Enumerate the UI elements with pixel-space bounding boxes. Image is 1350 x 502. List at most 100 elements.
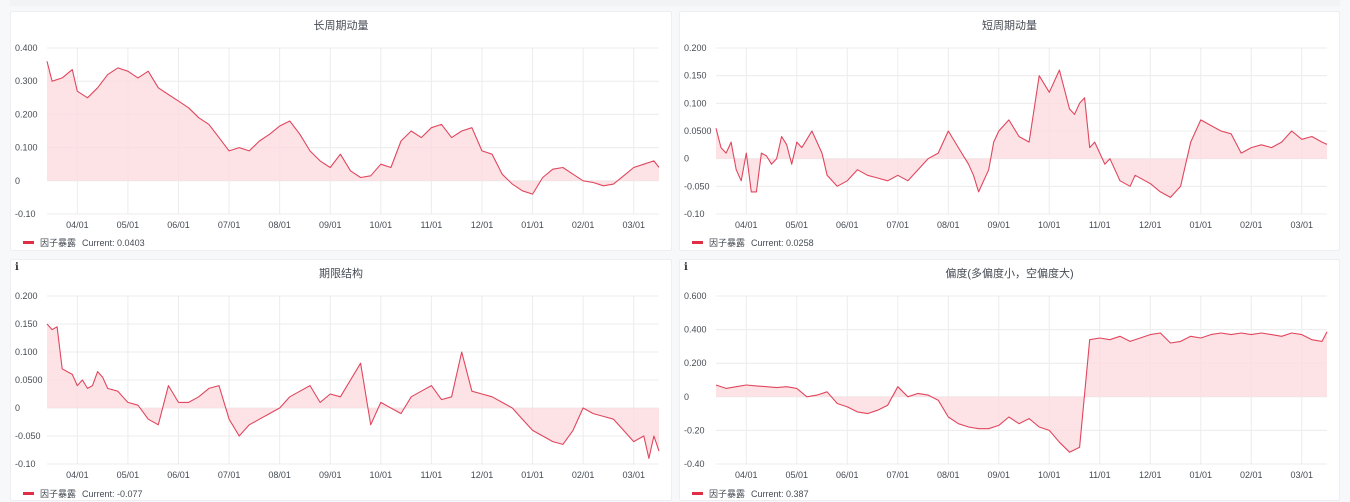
x-tick-label: 05/01 [117,470,140,480]
legend-swatch [692,492,703,495]
series-line [46,323,660,459]
x-tick-label: 12/01 [1139,220,1162,230]
x-tick-label: 11/01 [1089,470,1111,480]
x-tick-label: 09/01 [988,220,1011,230]
legend-current-prefix: Current: [751,237,784,248]
legend-current-prefix: Current: [82,488,115,499]
x-tick-label: 06/01 [167,220,190,230]
legend-label: 因子暴露 [709,238,746,248]
x-tick-label: 07/01 [887,470,910,480]
y-tick-label: 0.200 [684,43,707,53]
legend-current-prefix: Current: [82,237,115,248]
panel-title: 长周期动量 [313,20,369,32]
legend[interactable]: 因子暴露 Current: -0.077 [23,487,143,500]
y-tick-label: 0.600 [684,291,707,301]
x-tick-label: 03/01 [622,470,645,480]
dashboard-top-strip [10,0,1340,6]
x-tick-label: 07/01 [218,470,241,480]
y-tick-label: 0.200 [684,358,707,368]
x-tick-label: 10/01 [1038,220,1061,230]
x-tick-label: 07/01 [887,220,910,230]
legend[interactable]: 因子暴露 Current: 0.387 [692,487,809,500]
info-icon[interactable]: i [684,262,688,273]
legend-swatch [23,492,34,495]
x-tick-label: 05/01 [786,470,809,480]
chart-svg: -0.40 -0.20 0 0.200 0.400 0.600 04/01 05/01 06/0… [684,291,1328,480]
x-tick-label: 08/01 [268,470,291,480]
legend-label: 因子暴露 [40,489,77,499]
x-tick-label: 01/01 [1189,470,1212,480]
grid: -0.40 -0.20 0 0.200 0.400 0.600 04/01 05/01 06/0… [684,291,1327,480]
x-tick-label: 05/01 [117,220,140,230]
info-icon[interactable]: i [15,262,19,273]
x-tick-label: 04/01 [66,470,89,480]
x-tick-label: 08/01 [937,220,960,230]
y-tick-label: -0.050 [684,181,710,191]
y-tick-label: 0 [15,403,20,413]
legend-swatch [23,241,34,244]
y-tick-label: 0.400 [684,325,707,335]
chart-panel-skewness: i 偏度(多偏度小，空偏度大) -0.40 -0.20 0 0.200 0.400 0.6… [679,259,1340,501]
x-tick-label: 02/01 [1240,220,1263,230]
x-tick-label: 06/01 [167,470,190,480]
x-tick-label: 06/01 [836,220,859,230]
legend-label: 因子暴露 [40,238,77,248]
legend-current-value: -0.077 [117,488,143,499]
y-tick-label: 0.150 [15,319,38,329]
y-tick-label: 0.400 [15,43,38,53]
x-tick-label: 03/01 [1290,470,1313,480]
x-tick-label: 10/01 [370,470,393,480]
legend[interactable]: 因子暴露 Current: 0.0403 [23,236,145,249]
x-tick-label: 05/01 [786,220,809,230]
chart-panel-term-structure: i 期限结构 -0.10 -0.050 0 0.0500 0.100 0.150 0.200… [10,259,672,501]
legend-label: 因子暴露 [709,489,746,499]
x-tick-label: 01/01 [1189,220,1212,230]
panel-title: 偏度(多偏度小，空偏度大) [945,268,1074,280]
chart-panel-short-momentum: 短周期动量 -0.10 -0.050 0 0.0500 0.100 0.150 0.200 0… [679,11,1340,251]
x-tick-label: 06/01 [836,470,859,480]
x-tick-label: 03/01 [1290,220,1313,230]
y-tick-label: 0.150 [684,71,707,81]
y-tick-label: -0.10 [15,209,36,219]
x-tick-label: 11/01 [420,220,442,230]
y-tick-label: -0.10 [684,209,705,219]
y-tick-label: 0 [684,154,689,164]
series-line [715,69,1328,198]
series-area [47,61,659,195]
panel-title: 期限结构 [319,268,363,280]
x-tick-label: 02/01 [572,470,595,480]
y-tick-label: 0 [684,392,689,402]
x-tick-label: 08/01 [268,220,291,230]
y-tick-label: -0.40 [684,459,705,469]
legend-current-value: 0.0258 [786,237,814,248]
x-tick-label: 04/01 [66,220,89,230]
x-tick-label: 11/01 [1089,220,1111,230]
y-tick-label: 0.100 [15,347,38,357]
x-tick-label: 09/01 [319,470,342,480]
chart-svg: -0.10 -0.050 0 0.0500 0.100 0.150 0.200 04/01 05… [684,43,1328,230]
legend[interactable]: 因子暴露 Current: 0.0258 [692,236,814,249]
x-tick-label: 07/01 [218,220,241,230]
chart-svg: -0.10 0 0.100 0.200 0.300 0.400 04/01 05/01 06/0… [15,43,660,230]
y-tick-label: 0.300 [15,76,38,86]
x-tick-label: 01/01 [521,470,544,480]
x-tick-label: 12/01 [471,220,494,230]
chart-panel-long-momentum: 长周期动量 -0.10 0 0.100 0.200 0.300 0.400 04/01 05/… [10,11,672,251]
x-tick-label: 01/01 [521,220,544,230]
x-tick-label: 11/01 [420,470,442,480]
y-tick-label: -0.050 [15,431,41,441]
y-tick-label: -0.10 [15,459,36,469]
x-tick-label: 02/01 [572,220,595,230]
x-tick-label: 12/01 [1139,470,1162,480]
chart-svg: -0.10 -0.050 0 0.0500 0.100 0.150 0.200 04/01 05… [15,291,660,480]
x-tick-label: 03/01 [622,220,645,230]
grid: -0.10 -0.050 0 0.0500 0.100 0.150 0.200 04/01 05… [15,291,659,480]
x-tick-label: 04/01 [735,470,758,480]
series-area [47,324,659,459]
x-tick-label: 10/01 [1038,470,1061,480]
series-line [46,61,660,195]
y-tick-label: 0.100 [684,98,707,108]
legend-current-value: 0.0403 [117,237,145,248]
y-tick-label: 0 [15,176,20,186]
x-tick-label: 04/01 [735,220,758,230]
